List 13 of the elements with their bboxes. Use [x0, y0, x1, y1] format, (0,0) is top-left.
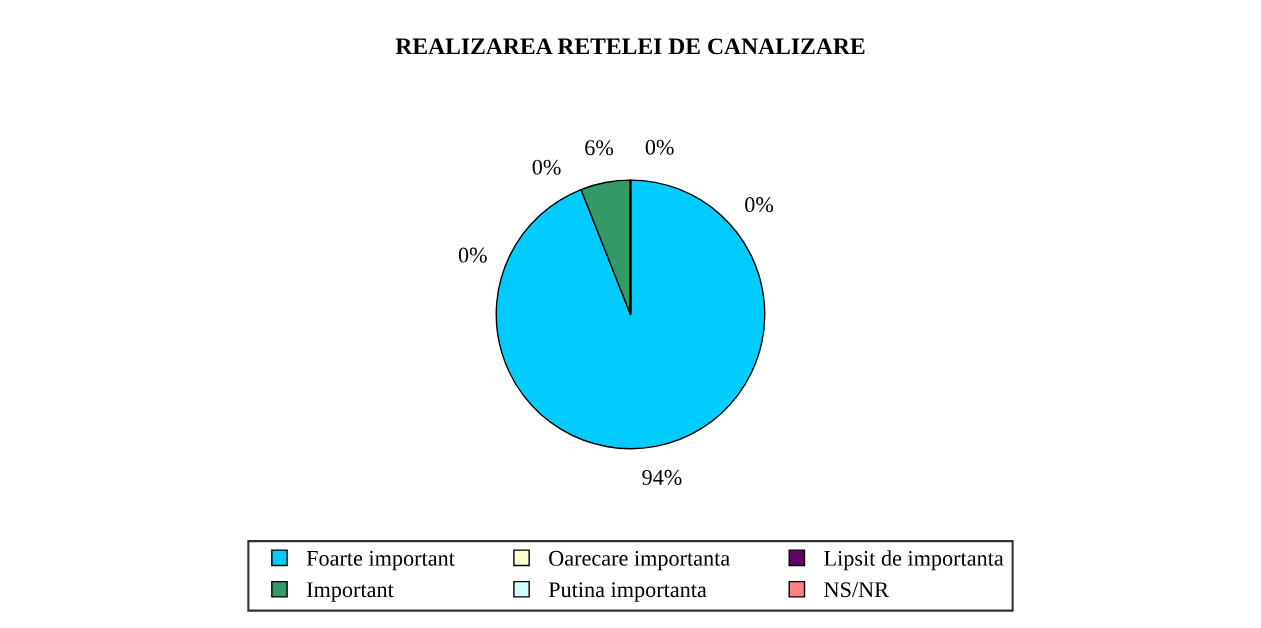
legend-label: Oarecare importanta — [549, 550, 730, 571]
data-label: 6% — [585, 140, 614, 156]
legend-label: Putina importanta — [548, 582, 707, 602]
legend-label: NS/NR — [824, 582, 889, 598]
text: 0% — [458, 247, 487, 263]
legend-label: Lipsit de importanta — [824, 550, 1004, 571]
text: 0% — [745, 197, 774, 213]
legend-label: Important — [306, 582, 394, 602]
data-label: 94% — [642, 469, 682, 485]
text: 0% — [645, 139, 674, 155]
text: 0% — [532, 159, 561, 175]
chart-title: REALIZAREA RETELEI DE CANALIZARE — [395, 38, 865, 55]
legend-label: Foarte important — [306, 550, 455, 571]
